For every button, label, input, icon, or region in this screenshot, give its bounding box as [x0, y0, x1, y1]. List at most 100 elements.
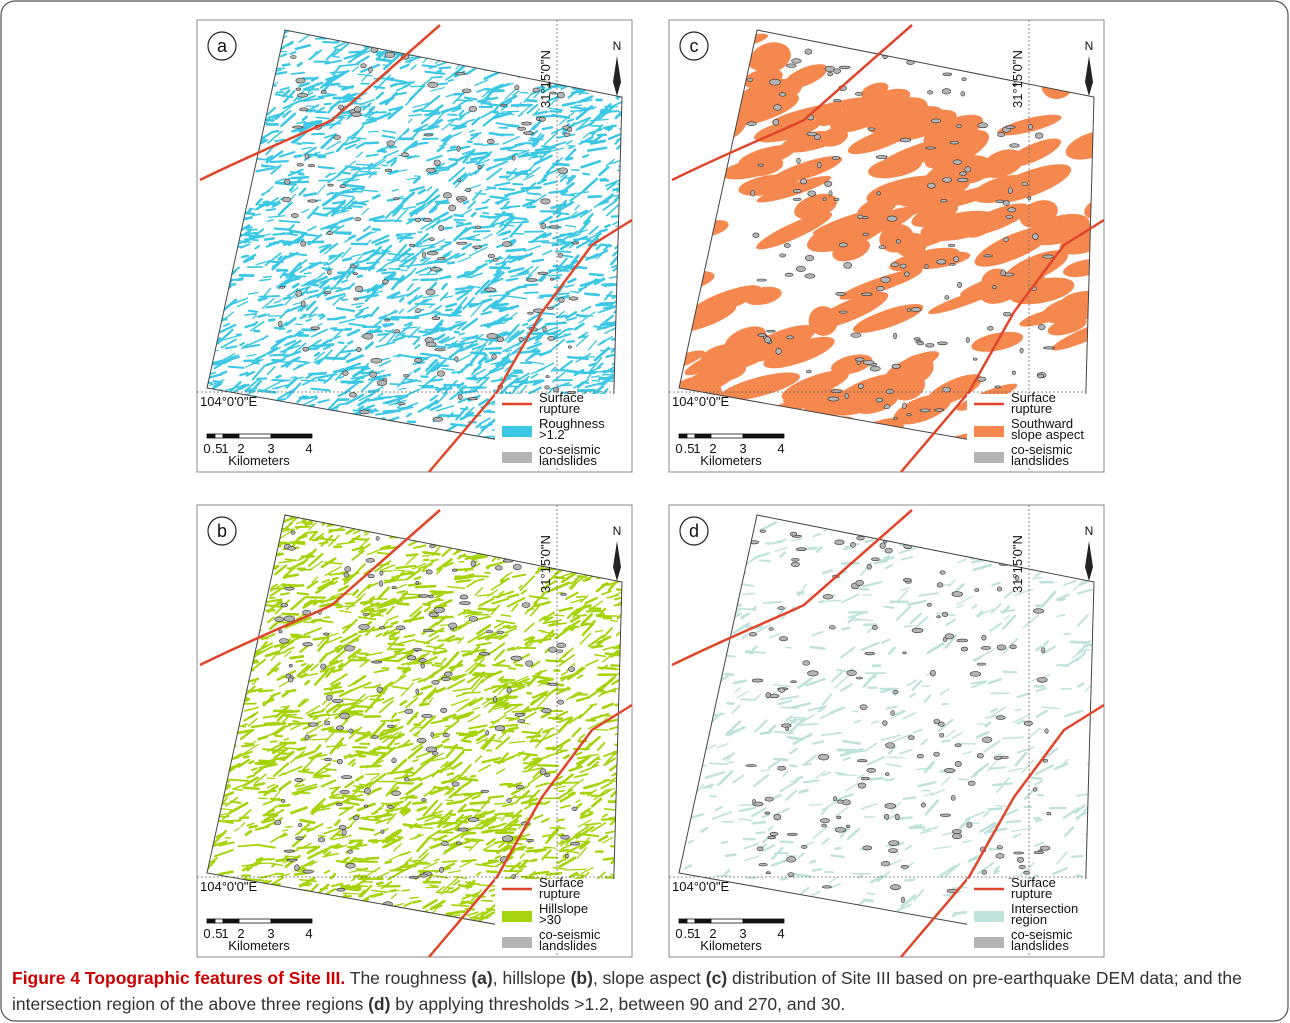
- terrain-stroke: [467, 377, 476, 378]
- terrain-stroke: [395, 743, 399, 744]
- terrain-stroke: [390, 147, 396, 148]
- terrain-stroke: [349, 52, 366, 53]
- terrain-stroke: [554, 577, 563, 578]
- terrain-stroke: [637, 501, 644, 506]
- landslide: [572, 242, 578, 244]
- terrain-stroke: [275, 328, 284, 329]
- terrain-stroke: [367, 858, 378, 859]
- landslide: [478, 165, 482, 168]
- terrain-stroke: [513, 184, 522, 185]
- terrain-stroke: [484, 103, 490, 104]
- terrain-stroke: [264, 814, 274, 815]
- landslide: [409, 244, 415, 246]
- landslide: [334, 135, 340, 139]
- terrain-stroke: [353, 791, 364, 792]
- landslide: [538, 272, 548, 274]
- terrain-stroke: [516, 665, 522, 666]
- terrain-stroke: [634, 553, 641, 561]
- landslide: [285, 179, 291, 184]
- terrain-stroke: [244, 788, 259, 789]
- terrain-stroke: [633, 98, 646, 109]
- terrain-stroke: [632, 400, 637, 406]
- landslide: [296, 291, 302, 297]
- terrain-stroke: [577, 615, 586, 616]
- landslide: [558, 253, 563, 257]
- terrain-stroke: [340, 192, 353, 193]
- landslide: [291, 55, 297, 58]
- terrain-stroke: [293, 717, 297, 718]
- terrain-stroke: [509, 668, 515, 669]
- terrain-stroke: [508, 125, 519, 126]
- terrain-stroke: [635, 936, 650, 938]
- terrain-stroke: [634, 100, 643, 110]
- landslide: [524, 132, 534, 135]
- terrain-stroke: [445, 747, 463, 748]
- landslide: [327, 270, 331, 275]
- terrain-stroke: [556, 293, 569, 294]
- terrain-stroke: [277, 92, 283, 93]
- landslide: [385, 319, 390, 321]
- terrain-stroke: [267, 209, 275, 210]
- landslide: [456, 242, 467, 244]
- terrain-stroke: [457, 100, 473, 101]
- scale-segment: [271, 434, 312, 438]
- terrain-stroke: [424, 358, 428, 359]
- landslide: [305, 154, 309, 159]
- terrain-stroke: [278, 759, 284, 760]
- terrain-stroke: [457, 222, 463, 223]
- terrain-stroke: [465, 272, 469, 273]
- terrain-stroke: [460, 147, 469, 149]
- terrain-stroke: [419, 331, 429, 332]
- terrain-stroke: [566, 869, 586, 870]
- terrain-stroke: [359, 378, 364, 379]
- terrain-stroke: [577, 596, 585, 597]
- terrain-stroke: [490, 727, 495, 728]
- terrain-stroke: [338, 272, 353, 273]
- landslide: [370, 372, 377, 378]
- legend-box: [502, 452, 532, 463]
- terrain-stroke: [353, 640, 358, 641]
- terrain-stroke: [460, 778, 477, 780]
- terrain-stroke: [495, 803, 506, 804]
- terrain-stroke: [634, 289, 645, 293]
- terrain-stroke: [503, 705, 522, 706]
- landslide: [298, 93, 308, 97]
- terrain-stroke: [357, 306, 361, 307]
- terrain-stroke: [471, 802, 489, 804]
- terrain-stroke: [495, 813, 513, 814]
- terrain-stroke: [285, 739, 289, 740]
- terrain-stroke: [633, 727, 650, 736]
- landslide: [394, 330, 400, 333]
- landslide: [547, 307, 553, 309]
- terrain-stroke: [567, 341, 574, 342]
- landslide: [414, 358, 422, 362]
- landslide: [469, 106, 477, 111]
- terrain-stroke: [518, 847, 525, 849]
- landslide: [512, 156, 515, 160]
- terrain-stroke: [564, 195, 574, 196]
- terrain-stroke: [319, 380, 325, 381]
- map-panel: 31°15'0"N104°0'0"EbNSurfaceruptureHillsl…: [197, 493, 655, 958]
- landslide: [350, 265, 356, 268]
- landslide: [550, 278, 553, 280]
- landslide: [363, 334, 373, 340]
- landslide: [394, 198, 400, 200]
- terrain-stroke: [631, 411, 648, 412]
- page: 31°15'0"N104°0'0"EaNSurfaceruptureRoughn…: [0, 0, 1290, 1023]
- terrain-stroke: [632, 211, 650, 218]
- terrain-stroke: [310, 110, 315, 112]
- landslide: [492, 354, 497, 359]
- terrain-stroke: [542, 146, 549, 147]
- terrain-stroke: [284, 297, 291, 299]
- landslide: [354, 298, 358, 300]
- terrain-stroke: [259, 690, 272, 691]
- terrain-stroke: [402, 890, 409, 891]
- landslide: [311, 327, 320, 330]
- terrain-stroke: [635, 748, 644, 749]
- landslide: [361, 64, 367, 68]
- terrain-stroke: [273, 815, 277, 817]
- terrain-stroke: [452, 344, 460, 345]
- landslide: [360, 410, 370, 414]
- terrain-stroke: [346, 711, 363, 712]
- terrain-stroke: [585, 294, 598, 295]
